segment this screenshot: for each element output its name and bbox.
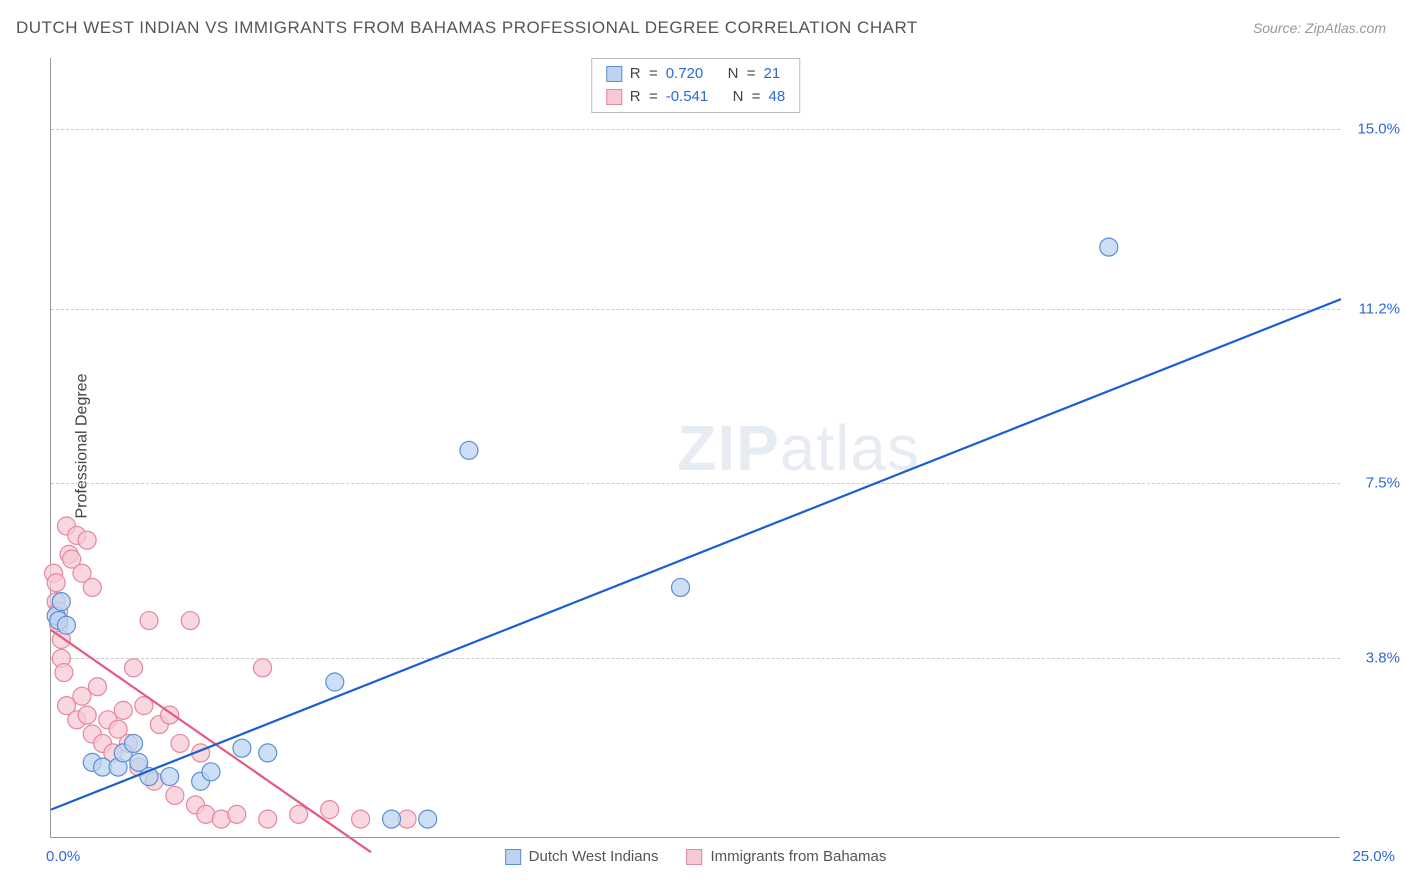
y-tick-label: 15.0%: [1345, 120, 1400, 137]
pink-point: [125, 659, 143, 677]
pink-point: [78, 531, 96, 549]
blue-point: [1100, 238, 1118, 256]
n-value-pink: 48: [769, 86, 786, 109]
x-axis-min-label: 0.0%: [46, 848, 80, 865]
pink-point: [114, 701, 132, 719]
pink-point: [47, 574, 65, 592]
correlation-stats-box: R = 0.720 N = 21 R = -0.541 N = 48: [591, 58, 800, 113]
r-value-blue: 0.720: [666, 63, 704, 86]
pink-point: [171, 734, 189, 752]
r-value-pink: -0.541: [666, 86, 709, 109]
blue-point: [383, 810, 401, 828]
blue-point: [419, 810, 437, 828]
pink-point: [88, 678, 106, 696]
blue-trendline: [51, 299, 1341, 810]
blue-point: [672, 578, 690, 596]
blue-point: [460, 441, 478, 459]
source-attribution: Source: ZipAtlas.com: [1253, 20, 1386, 36]
blue-point: [52, 593, 70, 611]
stats-row-pink: R = -0.541 N = 48: [606, 86, 785, 109]
bottom-legend: Dutch West Indians Immigrants from Baham…: [505, 848, 887, 865]
chart-svg: [51, 58, 1340, 837]
chart-title: DUTCH WEST INDIAN VS IMMIGRANTS FROM BAH…: [16, 18, 918, 38]
blue-point: [259, 744, 277, 762]
stats-row-blue: R = 0.720 N = 21: [606, 63, 785, 86]
pink-point: [254, 659, 272, 677]
pink-point: [73, 687, 91, 705]
pink-point: [55, 664, 73, 682]
pink-point: [78, 706, 96, 724]
swatch-pink-icon: [606, 89, 622, 105]
legend-item-blue: Dutch West Indians: [505, 848, 659, 865]
legend-item-pink: Immigrants from Bahamas: [686, 848, 886, 865]
pink-point: [181, 612, 199, 630]
y-tick-label: 11.2%: [1345, 300, 1400, 317]
pink-point: [259, 810, 277, 828]
pink-point: [352, 810, 370, 828]
blue-point: [161, 768, 179, 786]
swatch-blue-icon: [505, 849, 521, 865]
legend-label-blue: Dutch West Indians: [529, 848, 659, 865]
plot-area: ZIPatlas 3.8%7.5%11.2%15.0% R = 0.720 N …: [50, 58, 1340, 838]
pink-point: [83, 578, 101, 596]
y-tick-label: 3.8%: [1345, 650, 1400, 667]
pink-point: [140, 612, 158, 630]
x-axis-max-label: 25.0%: [1352, 848, 1395, 865]
blue-point: [326, 673, 344, 691]
legend-label-pink: Immigrants from Bahamas: [710, 848, 886, 865]
blue-point: [57, 616, 75, 634]
swatch-pink-icon: [686, 849, 702, 865]
pink-point: [290, 805, 308, 823]
blue-point: [233, 739, 251, 757]
blue-point: [125, 734, 143, 752]
blue-point: [202, 763, 220, 781]
y-tick-label: 7.5%: [1345, 475, 1400, 492]
n-value-blue: 21: [764, 63, 781, 86]
swatch-blue-icon: [606, 66, 622, 82]
pink-point: [321, 801, 339, 819]
pink-point: [228, 805, 246, 823]
pink-point: [166, 786, 184, 804]
